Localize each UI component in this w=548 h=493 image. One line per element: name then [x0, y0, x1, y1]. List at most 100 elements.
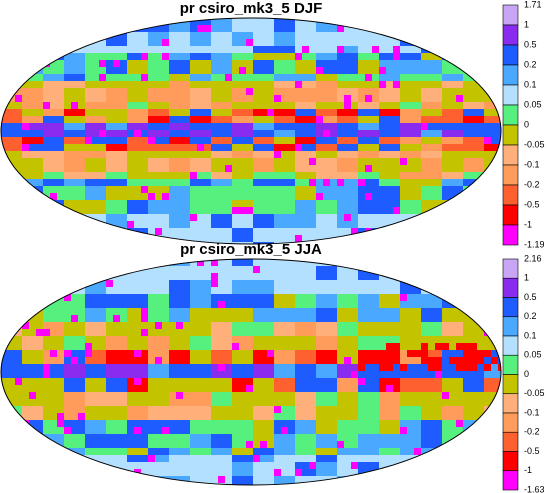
map-cell	[428, 469, 436, 477]
map-cell	[57, 413, 65, 421]
map-cell	[442, 102, 450, 110]
map-cell	[113, 385, 121, 393]
map-cell	[225, 399, 233, 407]
map-cell	[197, 441, 205, 449]
map-cell	[463, 448, 471, 456]
map-cell	[484, 336, 492, 344]
map-cell	[162, 392, 170, 400]
map-cell	[260, 39, 268, 47]
map-cell	[295, 462, 303, 470]
colorbar-label: -0.5	[524, 199, 540, 209]
map-cell	[190, 343, 198, 351]
map-cell	[323, 200, 331, 208]
map-cell	[330, 200, 338, 208]
map-cell	[169, 329, 177, 337]
map-cell	[106, 67, 114, 75]
map-cell	[57, 273, 65, 281]
map-cell	[274, 259, 282, 267]
map-cell	[407, 158, 415, 166]
map-cell	[421, 462, 429, 470]
map-cell	[407, 329, 415, 337]
map-cell	[64, 158, 72, 166]
map-cell	[218, 116, 226, 124]
map-cell	[127, 420, 135, 428]
map-cell	[365, 130, 373, 138]
map-cell	[1, 357, 9, 365]
map-cell	[428, 259, 436, 267]
map-cell	[120, 137, 128, 145]
map-cell	[50, 469, 58, 477]
map-cell	[120, 441, 128, 449]
map-cell	[281, 95, 289, 103]
map-cell	[407, 322, 415, 330]
map-cell	[127, 193, 135, 201]
map-cell	[71, 364, 79, 372]
map-cell	[463, 123, 471, 131]
map-cell	[183, 441, 191, 449]
map-cell	[225, 364, 233, 372]
map-cell	[386, 74, 394, 82]
map-cell	[78, 441, 86, 449]
colorbar-label: 1.71	[524, 0, 542, 9]
map-cell	[477, 308, 485, 316]
map-cell	[421, 67, 429, 75]
map-cell	[421, 95, 429, 103]
map-cell	[78, 123, 86, 131]
map-cell	[449, 371, 457, 379]
map-cell	[470, 39, 478, 47]
map-cell	[85, 392, 93, 400]
map-cell	[379, 350, 387, 358]
map-cell	[344, 378, 352, 386]
map-cell	[428, 25, 436, 33]
map-cell	[372, 193, 380, 201]
map-cell	[162, 207, 170, 215]
map-cell	[414, 193, 422, 201]
map-cell	[71, 266, 79, 274]
map-cell	[456, 455, 464, 463]
map-cell	[386, 165, 394, 173]
map-cell	[232, 67, 240, 75]
map-cell	[113, 469, 121, 477]
map-cell	[330, 39, 338, 47]
map-cell	[344, 406, 352, 414]
map-cell	[428, 39, 436, 47]
map-cell	[204, 221, 212, 229]
map-cell	[162, 67, 170, 75]
map-cell	[274, 193, 282, 201]
map-cell	[113, 315, 121, 323]
map-cell	[323, 214, 331, 222]
map-cell	[344, 53, 352, 61]
map-cell	[99, 235, 107, 243]
map-cell	[309, 385, 317, 393]
map-cell	[43, 476, 51, 484]
map-cell	[36, 137, 44, 145]
map-cell	[106, 413, 114, 421]
map-cell	[351, 123, 359, 131]
map-cell	[141, 350, 149, 358]
map-cell	[127, 102, 135, 110]
map-cell	[50, 214, 58, 222]
map-cell	[344, 427, 352, 435]
map-cell	[414, 406, 422, 414]
map-cell	[407, 427, 415, 435]
map-cell	[183, 130, 191, 138]
map-cell	[267, 322, 275, 330]
map-cell	[148, 476, 156, 484]
map-cell	[246, 343, 254, 351]
map-cell	[456, 336, 464, 344]
map-cell	[190, 385, 198, 393]
map-cell	[218, 151, 226, 159]
colorbar-box	[502, 316, 519, 337]
map-cell	[239, 130, 247, 138]
map-cell	[428, 476, 436, 484]
map-cell	[491, 434, 499, 442]
map-cell	[148, 200, 156, 208]
map-cell	[183, 322, 191, 330]
map-cell	[386, 385, 394, 393]
map-cell	[470, 186, 478, 194]
map-cell	[155, 25, 163, 33]
map-cell	[337, 53, 345, 61]
map-cell	[414, 67, 422, 75]
map-cell	[442, 81, 450, 89]
map-cell	[337, 280, 345, 288]
